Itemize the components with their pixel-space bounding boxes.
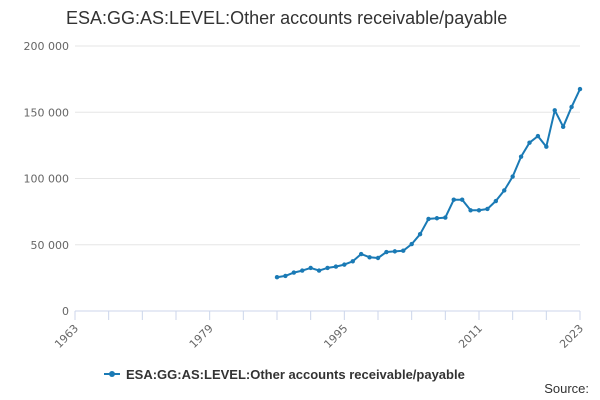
data-point[interactable] (459, 197, 465, 202)
y-tick-label: 0 (62, 305, 69, 318)
data-point[interactable] (308, 265, 313, 271)
data-point[interactable] (560, 124, 566, 130)
y-tick-label: 200 000 (24, 40, 70, 53)
data-point[interactable] (401, 248, 406, 253)
legend-label: ESA:GG:AS:LEVEL:Other accounts receivabl… (126, 366, 465, 382)
x-tick-label: 1963 (52, 322, 81, 351)
data-point[interactable] (569, 104, 574, 110)
data-point[interactable] (502, 188, 507, 193)
data-point[interactable] (535, 133, 541, 139)
data-point[interactable] (274, 275, 280, 280)
data-point[interactable] (300, 268, 305, 273)
data-point[interactable] (443, 215, 448, 220)
source-label: Source: (544, 381, 589, 396)
x-axis: 1963 1979 1995 2011 2023 (52, 310, 586, 351)
data-point[interactable] (510, 174, 515, 179)
x-tick-label: 2011 (456, 322, 485, 351)
x-tick-label: 1979 (187, 322, 216, 351)
data-point[interactable] (350, 259, 355, 264)
data-point[interactable] (552, 108, 557, 113)
data-point[interactable] (392, 249, 398, 254)
y-axis-labels: 0 50 000 100 000 150 000 200 000 (24, 40, 70, 318)
y-tick-label: 150 000 (24, 106, 70, 119)
data-point[interactable] (384, 249, 389, 255)
data-point[interactable] (316, 268, 322, 273)
data-point[interactable] (577, 86, 583, 92)
data-point[interactable] (375, 255, 381, 261)
series-line[interactable] (276, 88, 581, 279)
data-point[interactable] (409, 241, 414, 247)
x-tick-label: 2023 (557, 322, 586, 351)
data-point[interactable] (342, 262, 347, 267)
data-point[interactable] (544, 144, 549, 149)
data-point[interactable] (291, 270, 297, 275)
legend-swatch (104, 367, 120, 381)
legend-dot-marker (109, 371, 115, 377)
data-point[interactable] (417, 231, 423, 237)
data-point[interactable] (426, 216, 431, 222)
data-point[interactable] (476, 208, 482, 213)
data-point[interactable] (283, 273, 288, 279)
data-point[interactable] (451, 197, 456, 202)
data-point[interactable] (367, 255, 372, 260)
data-point[interactable] (358, 251, 364, 257)
data-point[interactable] (434, 216, 440, 221)
data-point[interactable] (325, 265, 330, 271)
chart-title: ESA:GG:AS:LEVEL:Other accounts receivabl… (66, 8, 508, 28)
x-tick-label: 1995 (321, 322, 350, 351)
y-tick-label: 50 000 (31, 239, 70, 252)
legend[interactable]: ESA:GG:AS:LEVEL:Other accounts receivabl… (104, 365, 465, 383)
data-point[interactable] (333, 264, 339, 269)
data-point[interactable] (518, 154, 524, 159)
series-layer (274, 86, 583, 280)
y-tick-label: 100 000 (24, 173, 70, 186)
data-point[interactable] (493, 198, 499, 204)
data-point[interactable] (468, 208, 473, 213)
gridlines (75, 45, 580, 246)
data-point[interactable] (527, 140, 532, 145)
data-point[interactable] (485, 206, 490, 212)
